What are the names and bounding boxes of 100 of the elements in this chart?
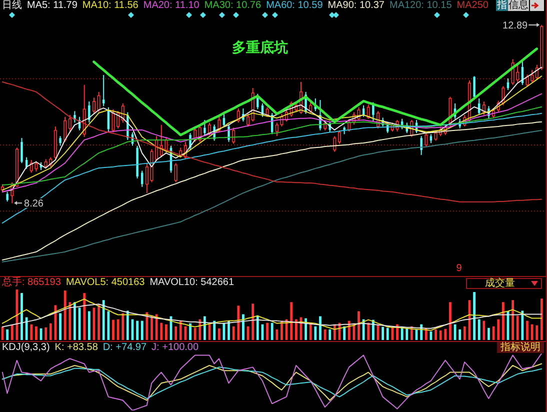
annotation: 多重底坑 [232,39,288,55]
bar [146,312,148,340]
bar [540,298,543,340]
dropdown: 成交量 [466,278,542,289]
annotation: 12.89 [502,20,528,32]
bar [256,316,259,340]
bar [252,304,254,340]
text: MA250 [456,0,488,11]
chart-title: 日线 [2,0,22,11]
bar [396,324,398,340]
bar [270,322,274,340]
bar [391,326,394,340]
bar [30,324,33,340]
bar [174,326,178,340]
bar [35,326,38,340]
bar [497,319,500,340]
bar [68,302,72,340]
bar [184,326,187,340]
bar [488,328,490,340]
bar [74,302,76,340]
bar [203,316,206,340]
bar [319,316,322,340]
bar [463,326,466,340]
chart-title: KDJ(9,3,3) [2,342,50,353]
chart-title: 成交量 [485,278,515,289]
series-label: MAVOL5: 450163 [66,277,145,288]
text: 9 [456,263,462,274]
bar [64,290,66,340]
bar [434,329,437,340]
bar [473,292,476,340]
bar [242,314,244,340]
series-label: D: +74.97 [102,342,147,353]
bar [107,311,110,340]
bar [102,300,105,340]
candlestick [102,74,105,107]
bar [444,328,447,340]
text: MA120: 10.15 [390,0,452,11]
bar [309,322,312,340]
series-label: 总手: 865193 [2,277,61,288]
bar [88,311,90,340]
series-label: J: +100.00 [152,342,199,353]
bar [213,320,216,340]
bar [367,322,370,340]
bar [16,290,18,340]
bar [478,319,480,340]
bar [536,325,538,340]
bar [266,322,268,340]
bar [328,329,332,340]
candlestick [6,191,8,202]
bar [521,310,524,340]
bar [126,310,129,340]
bar [304,318,307,340]
bar [140,320,144,340]
bar [112,320,114,340]
bar [6,329,9,340]
bar [276,329,278,340]
bar [49,323,52,340]
bar [59,313,62,340]
button: 指标说明 [497,342,544,353]
button: 信息 [508,0,529,11]
bar [294,319,298,340]
bar [386,328,389,340]
bar [358,311,360,340]
bar [164,324,168,340]
text: MA20: 11.10 [143,0,200,11]
bar [449,302,452,340]
bar [343,326,346,340]
bar [20,293,23,340]
bar [150,316,153,340]
bar [83,293,86,340]
bar [218,328,220,340]
candlestick [136,145,138,179]
series-label: K: +83.58 [54,342,98,353]
candlestick [420,136,422,156]
bar [160,322,163,340]
bar [512,300,514,340]
bar [232,326,235,340]
candlestick [59,136,62,146]
bar [439,330,442,340]
bar [179,320,182,340]
bar [122,313,124,340]
bar [526,320,528,340]
bar [458,329,462,340]
button: 指 [496,0,508,11]
bar [237,306,240,340]
bar [502,302,504,340]
bar [25,317,28,340]
bar [482,320,486,340]
bar [406,328,408,340]
bar [155,314,158,340]
bar [10,324,14,340]
bar [516,316,519,340]
text: MA5: 11.79 [27,0,78,11]
bar [136,320,138,340]
bar [98,304,100,340]
text: MAVOL10: 542661 [150,277,234,288]
candlestick [141,170,144,188]
bar [189,323,192,340]
candlestick [88,100,90,124]
bar [280,320,283,340]
